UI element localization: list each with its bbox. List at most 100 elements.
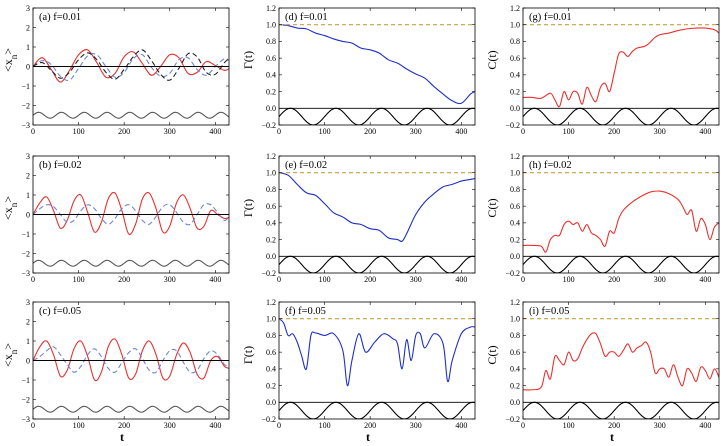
xtick-label-i-0: 0 bbox=[521, 421, 525, 430]
ytick-label-a-3: 0 bbox=[26, 62, 30, 71]
ytick-label-b-4: 1 bbox=[26, 191, 30, 200]
ytick-label-b-2: −1 bbox=[21, 230, 30, 239]
series-g-C bbox=[523, 27, 719, 108]
ytick-label-c-1: −2 bbox=[21, 395, 30, 404]
ytick-label-e-5: 0.8 bbox=[266, 185, 276, 194]
ytick-label-f-1: 0.0 bbox=[266, 398, 276, 407]
xtick-label-f-300: 300 bbox=[410, 421, 422, 430]
ytick-label-b-3: 0 bbox=[26, 210, 30, 219]
ytick-label-a-4: 1 bbox=[26, 43, 30, 52]
ylabel-left-a: <xn> bbox=[1, 48, 19, 72]
xtick-label-c-200: 200 bbox=[118, 421, 130, 430]
ytick-label-h-4: 0.6 bbox=[510, 202, 520, 211]
ytick-label-f-0: −0.2 bbox=[261, 415, 276, 424]
ytick-label-e-2: 0.2 bbox=[266, 235, 276, 244]
xtick-label-i-400: 400 bbox=[699, 421, 711, 430]
xtick-label-d-400: 400 bbox=[455, 127, 467, 136]
xtick-label-e-0: 0 bbox=[277, 275, 281, 284]
xtick-label-e-400: 400 bbox=[455, 275, 467, 284]
ylabel-mid-d: Γ(t) bbox=[241, 51, 255, 69]
ytick-label-a-1: −2 bbox=[21, 101, 30, 110]
xtick-label-d-100: 100 bbox=[319, 127, 331, 136]
ytick-label-h-3: 0.4 bbox=[510, 219, 520, 228]
plot-area-i bbox=[523, 318, 719, 419]
ytick-label-g-2: 0.2 bbox=[510, 87, 520, 96]
xtick-label-e-100: 100 bbox=[319, 275, 331, 284]
xtick-label-h-300: 300 bbox=[654, 275, 666, 284]
xtick-label-f-0: 0 bbox=[277, 421, 281, 430]
xtick-label-d-0: 0 bbox=[277, 127, 281, 136]
xtick-label-c-300: 300 bbox=[164, 421, 176, 430]
panel-i: 0 100 200 300 400 −0.2 0.0 0.2 0.4 0.6 0.8 1.0 1.2 (i… bbox=[505, 298, 720, 430]
ytick-label-d-4: 0.6 bbox=[266, 54, 276, 63]
series-a-blue bbox=[33, 53, 229, 82]
ytick-label-c-5: 2 bbox=[26, 317, 30, 326]
panel-label-c: (c) f=0.05 bbox=[39, 306, 81, 317]
ytick-label-h-7: 1.2 bbox=[510, 152, 520, 161]
xlabel-left: t bbox=[120, 430, 124, 444]
xtick-label-g-0: 0 bbox=[521, 127, 525, 136]
ytick-label-g-7: 1.2 bbox=[510, 4, 520, 13]
series-c-blue bbox=[33, 346, 229, 374]
panel-a: 0 100 200 300 400 −3 −2 −1 0 1 2 3 (a) f=0.01 bbox=[21, 4, 230, 136]
panel-label-a: (a) f=0.01 bbox=[39, 12, 81, 23]
xtick-label-e-300: 300 bbox=[410, 275, 422, 284]
panel-label-i: (i) f=0.05 bbox=[529, 306, 569, 317]
series-e-Gamma bbox=[279, 172, 475, 243]
panel-b: 0 100 200 300 400 −3 −2 −1 0 1 2 3 (b) f=0.02 bbox=[21, 152, 230, 284]
panel-label-g: (g) f=0.01 bbox=[529, 12, 572, 23]
panel-h: 0 100 200 300 400 −0.2 0.0 0.2 0.4 0.6 0.8 1.0 1.2 (h… bbox=[505, 152, 720, 284]
xtick-label-a-300: 300 bbox=[164, 127, 176, 136]
frame-d bbox=[278, 7, 476, 126]
ytick-label-b-5: 2 bbox=[26, 171, 30, 180]
series-i-C bbox=[523, 332, 719, 391]
ytick-label-f-3: 0.4 bbox=[266, 365, 276, 374]
ytick-label-h-2: 0.2 bbox=[510, 235, 520, 244]
ytick-label-g-3: 0.4 bbox=[510, 71, 520, 80]
ytick-label-a-6: 3 bbox=[26, 4, 30, 13]
series-f-drive bbox=[279, 401, 475, 419]
series-e-drive bbox=[279, 255, 475, 273]
xtick-label-d-300: 300 bbox=[410, 127, 422, 136]
series-c-red bbox=[33, 338, 229, 382]
xtick-label-b-100: 100 bbox=[73, 275, 85, 284]
xtick-label-a-400: 400 bbox=[209, 127, 221, 136]
ytick-label-c-6: 3 bbox=[26, 298, 30, 307]
ytick-label-i-6: 1.0 bbox=[510, 315, 520, 324]
plot-area-c bbox=[33, 338, 229, 413]
xtick-label-g-400: 400 bbox=[699, 127, 711, 136]
ylabel-left-c: <xn> bbox=[1, 343, 19, 367]
panel-label-e: (e) f=0.02 bbox=[285, 160, 327, 171]
panel-f: 0 100 200 300 400 −0.2 0.0 0.2 0.4 0.6 0.8 1.0 1.2 (f… bbox=[261, 298, 476, 430]
xtick-label-h-0: 0 bbox=[521, 275, 525, 284]
series-b-drive bbox=[33, 259, 229, 267]
xtick-label-g-200: 200 bbox=[608, 127, 620, 136]
plot-area-g bbox=[523, 24, 719, 125]
ytick-label-e-0: −0.2 bbox=[261, 269, 276, 278]
xtick-label-h-400: 400 bbox=[699, 275, 711, 284]
ytick-label-i-7: 1.2 bbox=[510, 298, 520, 307]
series-c-drive bbox=[33, 405, 229, 413]
xtick-label-b-400: 400 bbox=[209, 275, 221, 284]
ytick-label-g-4: 0.6 bbox=[510, 54, 520, 63]
ytick-label-a-5: 2 bbox=[26, 23, 30, 32]
xtick-label-c-100: 100 bbox=[73, 421, 85, 430]
panel-c: 0 100 200 300 400 −3 −2 −1 0 1 2 3 (c) f=0.05 bbox=[21, 298, 230, 430]
frame-g bbox=[522, 7, 720, 126]
ylabel-right-i: C(t) bbox=[485, 345, 499, 364]
ytick-label-f-7: 1.2 bbox=[266, 298, 276, 307]
ytick-label-h-5: 0.8 bbox=[510, 185, 520, 194]
ytick-label-e-7: 1.2 bbox=[266, 152, 276, 161]
xtick-label-e-200: 200 bbox=[364, 275, 376, 284]
ytick-label-d-6: 1.0 bbox=[266, 21, 276, 30]
ytick-label-i-2: 0.2 bbox=[510, 381, 520, 390]
xtick-label-c-0: 0 bbox=[31, 421, 35, 430]
xtick-label-f-400: 400 bbox=[455, 421, 467, 430]
series-b-red bbox=[33, 191, 229, 236]
ylabel-right-h: C(t) bbox=[485, 198, 499, 217]
ytick-label-d-3: 0.4 bbox=[266, 71, 276, 80]
xtick-label-f-200: 200 bbox=[364, 421, 376, 430]
xtick-label-b-200: 200 bbox=[118, 275, 130, 284]
